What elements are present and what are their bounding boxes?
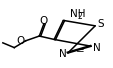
Text: N: N [92,43,100,53]
Text: O: O [17,36,25,47]
Text: O: O [39,16,48,26]
Text: S: S [97,19,103,30]
Text: =: = [76,46,84,56]
Text: NH: NH [69,9,85,19]
Text: N: N [58,49,66,59]
Text: 2: 2 [77,12,82,21]
